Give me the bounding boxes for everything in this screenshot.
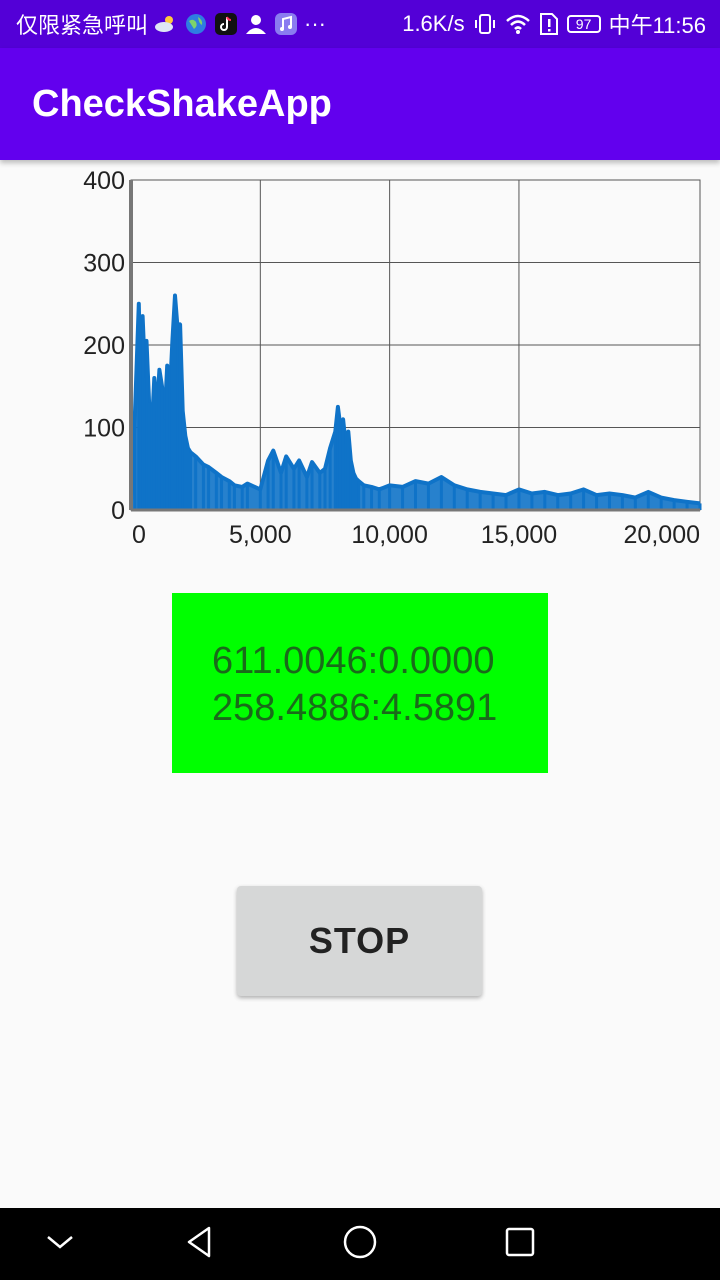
home-button[interactable] — [320, 1208, 400, 1280]
music-icon — [274, 12, 298, 36]
app-bar: CheckShakeApp — [0, 48, 720, 160]
contact-icon — [244, 12, 268, 36]
y-tick-label: 400 — [83, 167, 125, 195]
y-tick-label: 100 — [83, 415, 125, 443]
vibrate-icon — [473, 12, 497, 36]
status-bar-right: 1.6K/s 97 中午11:56 — [402, 0, 706, 48]
browser-globe-icon — [184, 12, 208, 36]
chart-ticks: 0 100 200 300 400 0 5,000 10,000 15,000 20,000 — [83, 167, 700, 549]
wifi-icon — [505, 13, 531, 35]
battery-level: 97 — [575, 16, 592, 32]
carrier-text: 仅限紧急呼叫 — [16, 13, 149, 38]
readout-box: 611.0046:0.0000 258.4886:4.5891 — [172, 593, 548, 773]
y-tick-label: 200 — [83, 332, 125, 360]
spectrum-chart: 0 100 200 300 400 0 5,000 10,000 15,000 20,000 — [83, 167, 702, 549]
tiktok-icon — [214, 12, 238, 36]
chart-series — [129, 293, 702, 510]
recents-square-icon — [504, 1226, 536, 1263]
series-line-0 — [129, 293, 701, 506]
x-tick-label: 10,000 — [351, 521, 427, 549]
status-bar: 仅限紧急呼叫 ··· 1.6K/s 97 中午11:56 — [0, 0, 720, 48]
x-tick-label: 15,000 — [481, 521, 557, 549]
x-tick-label: 0 — [132, 521, 146, 549]
chart-grid — [130, 179, 701, 511]
back-triangle-icon — [183, 1225, 217, 1264]
chart-axes — [129, 180, 700, 512]
recents-button[interactable] — [480, 1208, 560, 1280]
navigation-bar — [0, 1208, 720, 1280]
y-tick-label: 300 — [83, 250, 125, 278]
chevron-down-icon — [45, 1232, 75, 1257]
network-speed: 1.6K/s — [402, 11, 465, 36]
y-tick-label: 0 — [111, 497, 125, 525]
weather-icon — [154, 13, 178, 35]
back-button[interactable] — [160, 1208, 240, 1280]
x-tick-label: 5,000 — [229, 521, 292, 549]
readout-line-2: 258.4886:4.5891 — [212, 687, 498, 729]
readout-line-1: 611.0046:0.0000 — [212, 640, 495, 682]
sim-alert-icon — [539, 12, 559, 36]
collapse-button[interactable] — [20, 1208, 100, 1280]
stop-button[interactable]: STOP — [237, 886, 482, 996]
status-bar-left: 仅限紧急呼叫 ··· — [16, 0, 326, 48]
clock: 中午11:56 — [608, 13, 706, 38]
home-circle-icon — [342, 1224, 378, 1265]
more-notifications-icon: ··· — [304, 11, 326, 36]
x-tick-label: 20,000 — [624, 521, 700, 549]
app-title: CheckShakeApp — [32, 83, 332, 125]
battery-icon: 97 — [566, 15, 601, 33]
